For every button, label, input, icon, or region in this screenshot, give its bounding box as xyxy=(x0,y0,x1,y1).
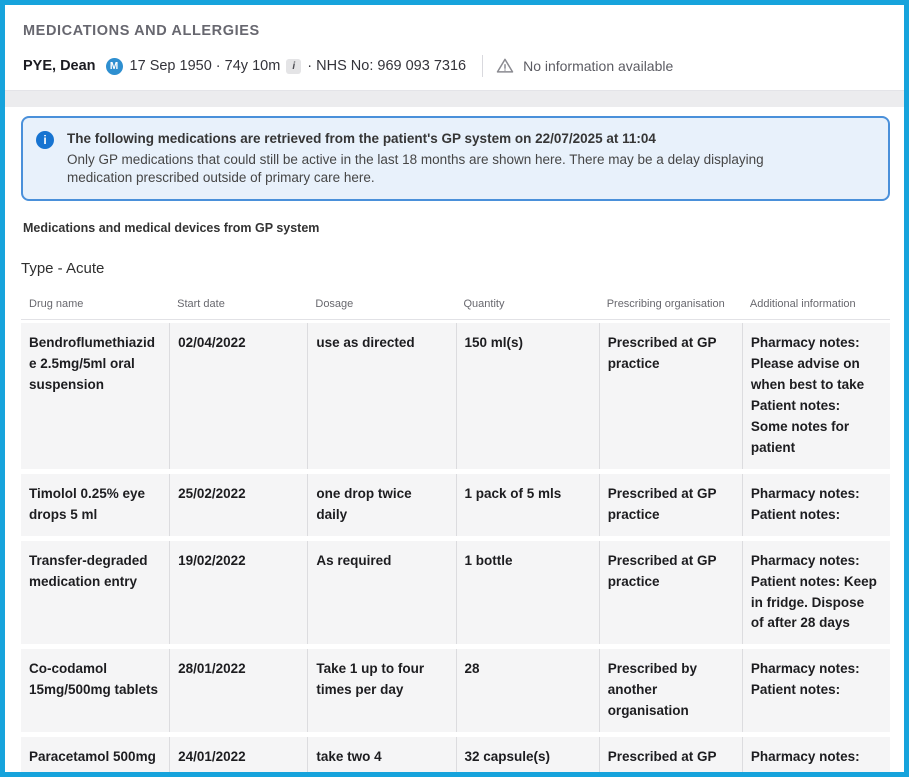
cell-prescribing-organisation: Prescribed at GP practice xyxy=(598,473,742,536)
cell-drug-name: Bendroflumethiazide 2.5mg/5ml oral suspe… xyxy=(29,335,156,393)
patient-notes: Patient notes: xyxy=(751,768,880,772)
no-information-alert: No information available xyxy=(495,56,673,76)
cell-drug-name: Timolol 0.25% eye drops 5 ml xyxy=(29,485,146,522)
cell-dosage: As required xyxy=(307,540,455,645)
cell-prescribing-organisation: Prescribed at GP practice xyxy=(598,737,742,772)
cell-start-date: 19/02/2022 xyxy=(169,540,307,645)
page-title: MEDICATIONS AND ALLERGIES xyxy=(23,23,260,39)
cell-prescribing-organisation: Prescribed at GP practice xyxy=(598,540,742,645)
cell-quantity: 1 pack of 5 mls xyxy=(455,473,599,536)
cell-prescribing-organisation: Prescribed at GP practice xyxy=(598,323,742,469)
cell-additional-information: Pharmacy notes: Patient notes: xyxy=(741,649,890,733)
banner-body: Only GP medications that could still be … xyxy=(67,152,764,185)
cell-start-date: 28/01/2022 xyxy=(169,649,307,733)
header-divider xyxy=(482,55,484,77)
info-circle-icon: i xyxy=(36,131,54,149)
table-row: Transfer-degraded medication entry 19/02… xyxy=(21,540,890,645)
gp-retrieval-info-banner: i The following medications are retrieve… xyxy=(21,116,890,202)
patient-dob-age: 17 Sep 1950 · 74y 10m xyxy=(129,58,281,74)
section-separator-band xyxy=(5,91,904,107)
page-header: MEDICATIONS AND ALLERGIES PYE, Dean M 17… xyxy=(5,5,904,91)
column-header-additional-information: Additional information xyxy=(749,298,856,311)
cell-start-date: 25/02/2022 xyxy=(169,473,307,536)
cell-dosage: one drop twice daily xyxy=(307,473,455,536)
cell-drug-name: Co-codamol 15mg/500mg tablets xyxy=(29,661,159,698)
patient-banner: PYE, Dean M 17 Sep 1950 · 74y 10m i · NH… xyxy=(23,55,886,77)
column-header-quantity: Quantity xyxy=(463,298,505,311)
column-header-start-date: Start date xyxy=(177,298,225,311)
cell-dosage: take two 4 times/day xyxy=(307,737,455,772)
pharmacy-notes: Pharmacy notes: xyxy=(750,749,860,765)
cell-drug-name: Paracetamol 500mg capsules xyxy=(29,749,156,772)
cell-additional-information: Pharmacy notes: Patient notes: xyxy=(741,737,890,772)
cell-quantity: 150 ml(s) xyxy=(455,323,599,469)
cell-start-date: 02/04/2022 xyxy=(169,323,307,469)
patient-notes: Patient notes: xyxy=(750,506,841,522)
table-row: Timolol 0.25% eye drops 5 ml 25/02/2022 … xyxy=(21,473,890,536)
age-info-icon[interactable]: i xyxy=(286,58,302,74)
cell-quantity: 28 xyxy=(455,649,599,733)
table-row: Co-codamol 15mg/500mg tablets 28/01/2022… xyxy=(21,649,890,733)
alert-text: No information available xyxy=(523,58,674,74)
table-row: Bendroflumethiazide 2.5mg/5ml oral suspe… xyxy=(21,323,890,469)
patient-name: PYE, Dean xyxy=(23,58,96,74)
table-row: Paracetamol 500mg capsules 24/01/2022 ta… xyxy=(21,737,890,772)
patient-notes: Patient notes: xyxy=(750,682,841,698)
cell-dosage: Take 1 up to four times per day xyxy=(307,649,455,733)
cell-dosage: use as directed xyxy=(307,323,455,469)
column-header-prescribing-organisation: Prescribing organisation xyxy=(606,298,725,311)
cell-drug-name: Transfer-degraded medication entry xyxy=(29,552,148,589)
banner-text-block: The following medications are retrieved … xyxy=(67,130,767,186)
patient-nhs-number: · NHS No: 969 093 7316 xyxy=(307,58,467,74)
cell-additional-information: Pharmacy notes: Patient notes: xyxy=(741,473,890,536)
medications-table: Drug name Start date Dosage Quantity Pre… xyxy=(21,289,890,772)
cell-quantity: 1 bottle xyxy=(455,540,599,645)
main-content: i The following medications are retrieve… xyxy=(5,107,904,772)
pharmacy-notes: Pharmacy notes: xyxy=(750,552,860,568)
medication-type-label: Type - Acute xyxy=(21,260,105,278)
cell-additional-information: Pharmacy notes: Patient notes: Keep in f… xyxy=(741,540,890,645)
pharmacy-notes: Pharmacy notes: xyxy=(750,661,860,677)
medications-section-heading: Medications and medical devices from GP … xyxy=(23,221,320,236)
banner-title: The following medications are retrieved … xyxy=(67,131,656,146)
cell-quantity: 32 capsule(s) xyxy=(455,737,599,772)
pharmacy-notes: Pharmacy notes: Please advise on when be… xyxy=(750,335,865,393)
cell-additional-information: Pharmacy notes: Please advise on when be… xyxy=(741,323,890,469)
patient-notes: Patient notes: Keep in fridge. Dispose o… xyxy=(750,573,877,631)
pharmacy-notes: Pharmacy notes: xyxy=(750,485,860,501)
warning-triangle-icon xyxy=(496,58,514,73)
cell-start-date: 24/01/2022 xyxy=(169,737,307,772)
column-header-dosage: Dosage xyxy=(315,298,354,311)
table-header-row: Drug name Start date Dosage Quantity Pre… xyxy=(21,289,890,321)
male-gender-icon: M xyxy=(105,57,123,75)
patient-notes: Patient notes: Some notes for patient xyxy=(750,398,850,455)
cell-prescribing-organisation: Prescribed by another organisation xyxy=(598,649,742,733)
column-header-drug-name: Drug name xyxy=(29,298,84,311)
